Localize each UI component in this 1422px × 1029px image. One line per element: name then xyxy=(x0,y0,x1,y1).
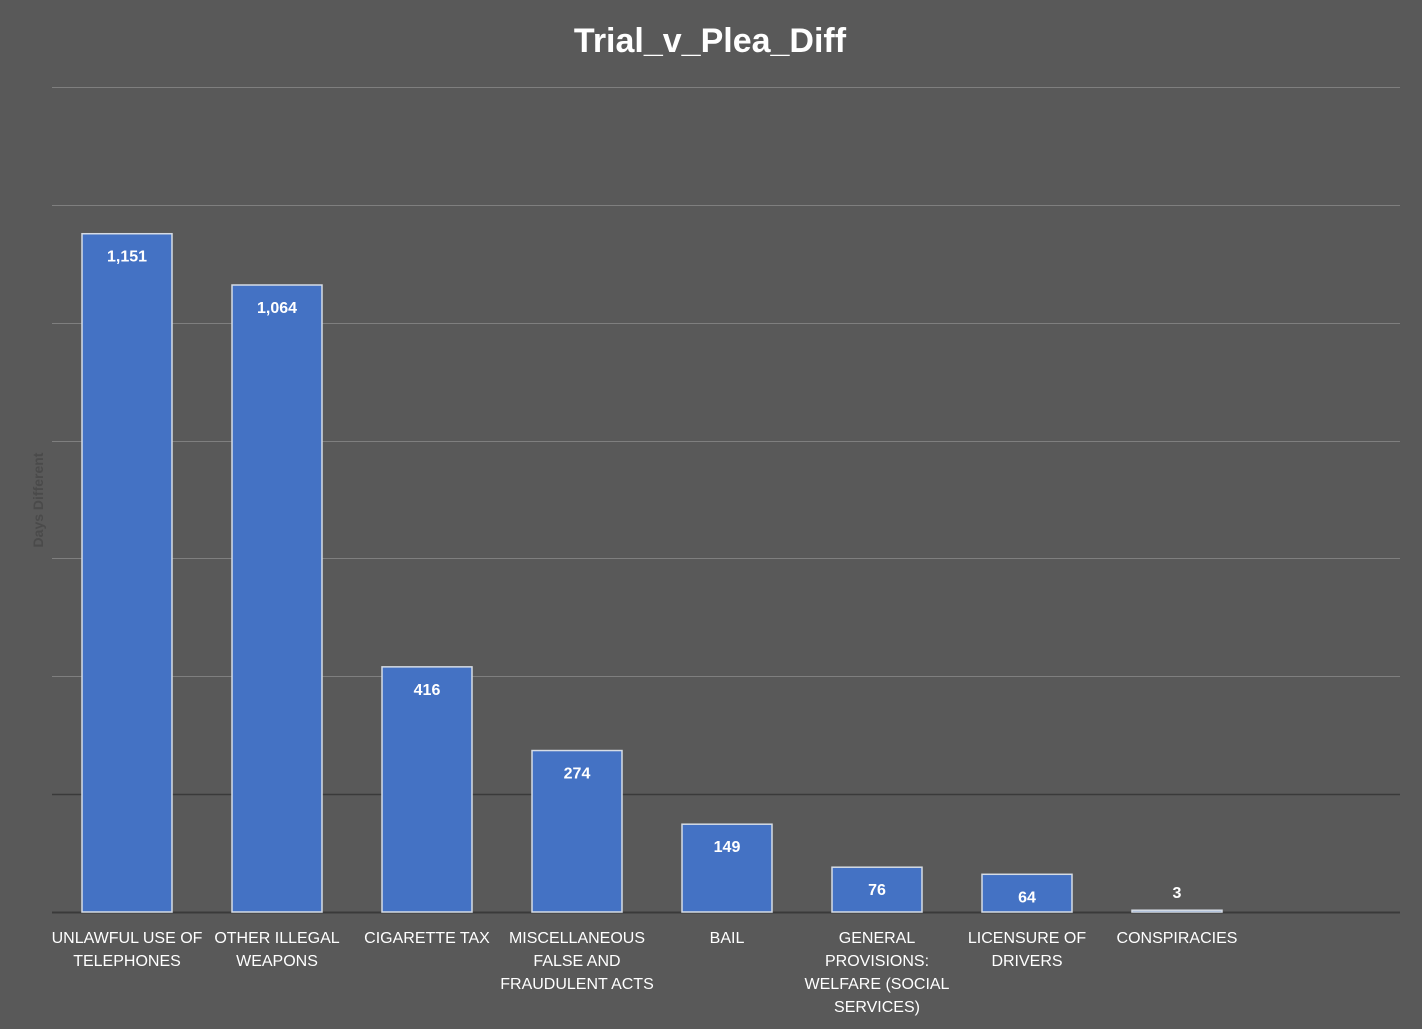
chart-title: Trial_v_Plea_Diff xyxy=(574,22,847,60)
category-label: CONSPIRACIES xyxy=(1117,930,1238,947)
bar xyxy=(681,823,773,913)
bar xyxy=(81,232,173,913)
data-label: 64 xyxy=(1018,889,1036,906)
bar xyxy=(381,666,473,913)
bar xyxy=(1131,909,1223,913)
y-axis-title: Days Different xyxy=(30,452,46,547)
data-label: 76 xyxy=(868,882,886,899)
bar xyxy=(981,873,1073,913)
category-label: MISCELLANEOUS FALSE AND FRAUDULENT ACTS xyxy=(500,930,654,993)
data-label: 416 xyxy=(414,682,441,699)
data-label: 149 xyxy=(714,839,741,856)
category-label: OTHER ILLEGAL WEAPONS xyxy=(214,930,339,970)
data-label: 274 xyxy=(564,766,591,783)
category-labels: UNLAWFUL USE OF TELEPHONES OTHER ILLEGAL WE… xyxy=(52,930,1238,1016)
bar xyxy=(831,866,923,913)
data-label: 3 xyxy=(1173,885,1182,902)
bar xyxy=(231,284,323,913)
data-labels: 1,151 1,064 416 274 149 76 64 3 xyxy=(107,249,1182,907)
data-label: 1,151 xyxy=(107,249,147,266)
bar xyxy=(531,749,623,913)
category-label: UNLAWFUL USE OF TELEPHONES xyxy=(52,930,203,970)
bars xyxy=(81,232,1223,913)
data-label: 1,064 xyxy=(257,300,297,317)
category-label: BAIL xyxy=(710,930,745,947)
category-label: GENERAL PROVISIONS: WELFARE (SOCIAL SERVICE… xyxy=(805,930,950,1016)
category-label: LICENSURE OF DRIVERS xyxy=(968,930,1086,970)
category-label: CIGARETTE TAX xyxy=(364,930,490,947)
